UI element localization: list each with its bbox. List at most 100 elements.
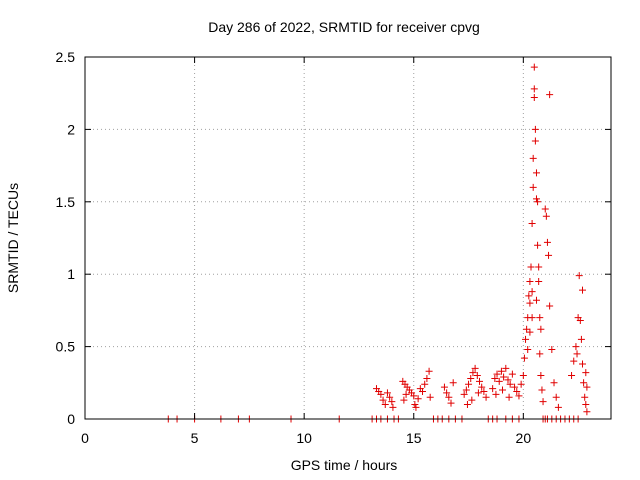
data-point	[541, 205, 549, 213]
data-point	[546, 91, 554, 99]
data-point	[511, 383, 519, 391]
data-point	[482, 393, 490, 401]
x-tick-label: 0	[81, 430, 89, 446]
y-tick-label: 1	[67, 266, 75, 282]
data-point	[583, 408, 591, 416]
data-point	[443, 389, 451, 397]
data-point	[499, 386, 507, 394]
data-point	[508, 370, 516, 378]
data-point	[546, 302, 554, 310]
data-point	[447, 399, 455, 407]
chart-title: Day 286 of 2022, SRMTID for receiver cpv…	[208, 19, 480, 35]
grid-layer	[85, 57, 611, 419]
data-point	[572, 343, 580, 351]
data-point	[504, 376, 512, 384]
y-tick-label: 1.5	[56, 194, 76, 210]
y-tick-label: 0.5	[56, 339, 76, 355]
data-point	[421, 380, 429, 388]
data-point	[414, 395, 422, 403]
data-point	[478, 383, 486, 391]
data-point	[476, 377, 483, 385]
data-point	[377, 390, 385, 398]
data-point	[530, 94, 538, 102]
data-point	[513, 387, 521, 395]
data-point	[489, 385, 497, 393]
data-point	[502, 364, 510, 372]
data-point	[505, 393, 513, 401]
data-point	[535, 277, 543, 285]
data-point	[522, 335, 530, 343]
data-point	[412, 403, 420, 411]
data-point	[532, 169, 540, 177]
data-point	[473, 372, 481, 380]
data-point	[526, 299, 534, 307]
data-point	[386, 393, 394, 401]
data-point	[379, 396, 387, 404]
data-point	[426, 393, 434, 401]
data-point	[536, 350, 544, 358]
y-tick-label: 2	[67, 121, 75, 137]
data-point	[500, 373, 508, 381]
data-point	[579, 286, 587, 294]
data-point	[568, 372, 576, 380]
data-point	[582, 369, 590, 377]
x-tick-label: 10	[296, 430, 312, 446]
data-point	[543, 238, 551, 246]
data-point	[542, 212, 550, 220]
data-point	[460, 390, 468, 398]
data-point	[493, 370, 501, 378]
data-point	[530, 85, 538, 93]
data-point	[536, 314, 544, 322]
data-point	[440, 383, 448, 391]
data-point	[577, 335, 585, 343]
data-point	[465, 380, 473, 388]
data-point	[519, 372, 527, 380]
data-point	[529, 183, 537, 191]
data-point	[529, 154, 537, 162]
y-axis-label: SRMTID / TECUs	[5, 183, 21, 293]
data-point	[410, 392, 418, 400]
data-point	[425, 367, 433, 375]
data-point	[530, 63, 538, 71]
data-point	[524, 345, 532, 353]
plot-frame	[84, 56, 612, 420]
data-point	[520, 354, 528, 362]
data-point	[402, 390, 410, 398]
data-point	[576, 317, 584, 325]
data-point	[582, 401, 590, 409]
data-point	[468, 396, 476, 404]
data-point	[495, 377, 503, 385]
data-point	[449, 379, 457, 387]
data-point	[400, 396, 408, 404]
data-point	[575, 272, 583, 280]
data-point	[534, 198, 542, 206]
data-point	[538, 386, 546, 394]
data-point	[550, 379, 558, 387]
data-point	[528, 220, 536, 228]
data-point	[474, 389, 482, 397]
data-point	[492, 390, 500, 398]
data-point	[419, 387, 427, 395]
data-point	[535, 263, 543, 271]
data-point	[570, 357, 578, 365]
data-point	[579, 360, 587, 368]
data-point	[506, 380, 514, 388]
x-axis-label: GPS time / hours	[291, 457, 398, 473]
data-point	[526, 277, 534, 285]
data-point	[580, 379, 588, 387]
y-tick-label: 0	[67, 411, 75, 427]
y-tick-label: 2.5	[56, 49, 76, 65]
data-point	[525, 292, 533, 300]
data-point	[389, 403, 397, 411]
data-point	[463, 401, 471, 409]
data-point	[527, 263, 535, 271]
x-tick-label: 20	[516, 430, 532, 446]
data-point	[526, 328, 534, 336]
data-point	[532, 296, 540, 304]
data-point	[383, 389, 391, 397]
ticks-layer: 0 5 10 15 20 0 0.5 1 1.5 2 2.5	[56, 49, 611, 446]
data-point	[554, 403, 562, 411]
data-point	[531, 137, 539, 145]
data-point	[573, 350, 581, 358]
